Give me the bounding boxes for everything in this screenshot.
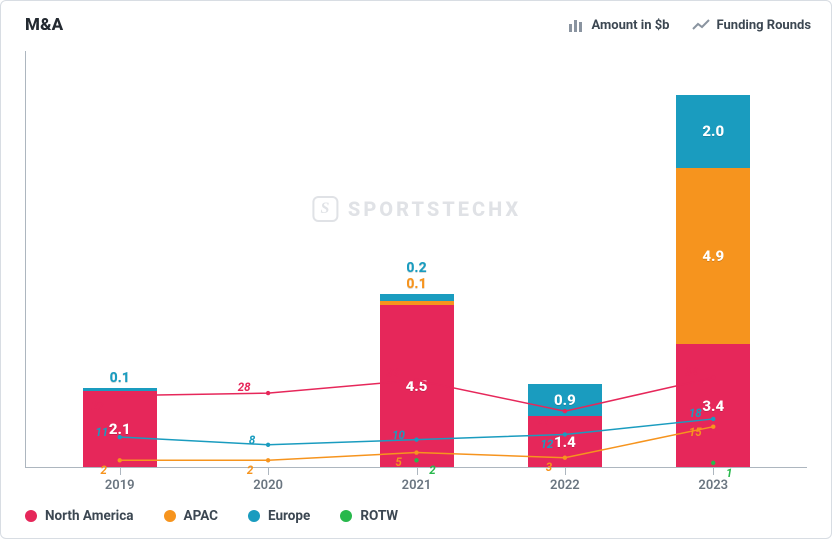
x-tick bbox=[713, 467, 714, 475]
chart-card: M&A Amount in $b Funding Rounds S SPORTS… bbox=[0, 0, 832, 539]
line-marker-north_america[interactable] bbox=[711, 375, 715, 379]
line-marker-apac[interactable] bbox=[266, 458, 270, 462]
x-axis-label: 2019 bbox=[105, 478, 135, 493]
x-tick bbox=[417, 467, 418, 475]
line-layer bbox=[26, 51, 807, 465]
x-axis-label: 2020 bbox=[253, 478, 283, 493]
bar-icon bbox=[568, 18, 584, 32]
chart-title: M&A bbox=[25, 15, 63, 35]
line-marker-rotw[interactable] bbox=[711, 461, 715, 465]
legend-swatch bbox=[25, 510, 37, 522]
toggle-amount-label: Amount in $b bbox=[591, 18, 669, 33]
toggle-amount[interactable]: Amount in $b bbox=[568, 18, 669, 33]
toggle-rounds[interactable]: Funding Rounds bbox=[692, 18, 812, 33]
line-marker-north_america[interactable] bbox=[266, 391, 270, 395]
legend: North America APAC Europe ROTW bbox=[25, 508, 807, 524]
trend-line-north_america[interactable] bbox=[120, 378, 714, 412]
line-icon bbox=[692, 18, 710, 32]
plot-area: S SPORTSTECHX 20192.10.1202020214.50.10.… bbox=[25, 51, 807, 468]
x-tick bbox=[268, 467, 269, 475]
legend-label: North America bbox=[45, 508, 134, 524]
header: M&A Amount in $b Funding Rounds bbox=[1, 1, 831, 45]
legend-swatch bbox=[164, 510, 176, 522]
legend-item-europe[interactable]: Europe bbox=[248, 508, 310, 524]
legend-item-apac[interactable]: APAC bbox=[164, 508, 218, 524]
line-marker-apac[interactable] bbox=[118, 458, 122, 462]
x-axis-label: 2022 bbox=[550, 478, 580, 493]
legend-label: Europe bbox=[268, 508, 310, 524]
legend-label: ROTW bbox=[360, 508, 398, 524]
series-toggles: Amount in $b Funding Rounds bbox=[568, 18, 811, 33]
line-marker-europe[interactable] bbox=[118, 435, 122, 439]
legend-item-rotw[interactable]: ROTW bbox=[340, 508, 398, 524]
legend-item-north_america[interactable]: North America bbox=[25, 508, 134, 524]
legend-swatch bbox=[340, 510, 352, 522]
x-tick bbox=[120, 467, 121, 475]
legend-label: APAC bbox=[184, 508, 218, 524]
line-marker-europe[interactable] bbox=[414, 437, 418, 441]
x-tick bbox=[565, 467, 566, 475]
line-marker-apac[interactable] bbox=[414, 450, 418, 454]
x-axis-label: 2023 bbox=[698, 478, 728, 493]
line-marker-north_america[interactable] bbox=[563, 409, 567, 413]
legend-swatch bbox=[248, 510, 260, 522]
line-marker-europe[interactable] bbox=[266, 443, 270, 447]
line-marker-apac[interactable] bbox=[711, 424, 715, 428]
line-marker-apac[interactable] bbox=[563, 456, 567, 460]
line-marker-north_america[interactable] bbox=[118, 393, 122, 397]
line-marker-rotw[interactable] bbox=[414, 458, 418, 462]
trend-line-apac[interactable] bbox=[120, 427, 714, 461]
toggle-rounds-label: Funding Rounds bbox=[717, 18, 812, 33]
line-marker-europe[interactable] bbox=[711, 417, 715, 421]
line-marker-europe[interactable] bbox=[563, 432, 567, 436]
line-marker-north_america[interactable] bbox=[414, 378, 418, 382]
x-axis-label: 2021 bbox=[402, 478, 432, 493]
